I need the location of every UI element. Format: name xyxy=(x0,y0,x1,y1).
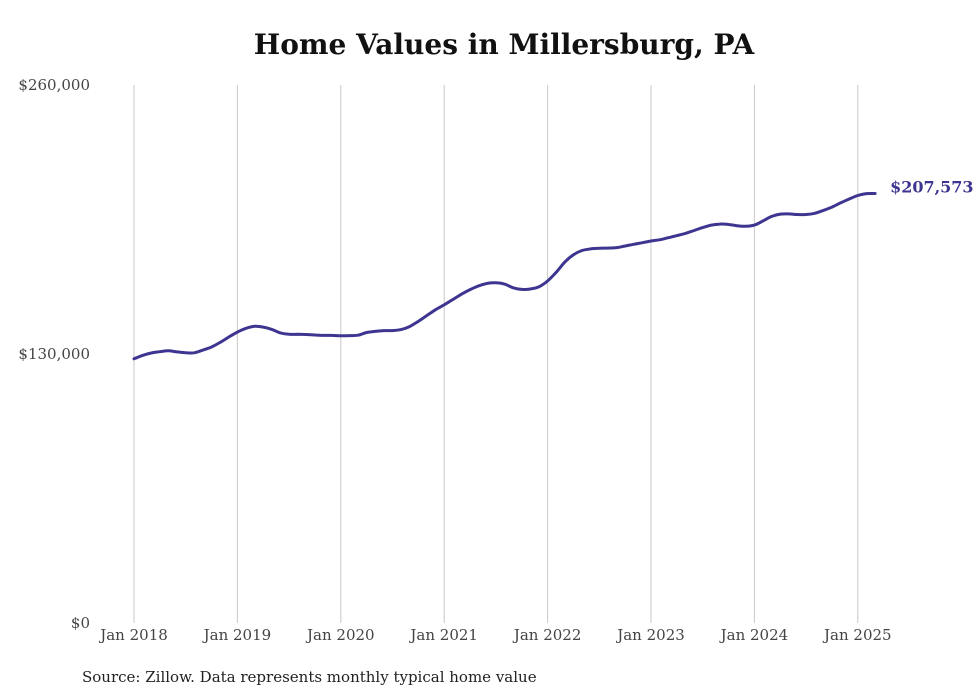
y-axis-ticks: $0 $130,000 $260,000 xyxy=(18,76,90,632)
y-tick-label: $130,000 xyxy=(18,345,90,363)
x-tick-label: Jan 2025 xyxy=(822,626,892,644)
y-tick-label: $260,000 xyxy=(18,76,90,94)
latest-value-label: $207,573 xyxy=(890,177,974,196)
x-tick-label: Jan 2018 xyxy=(98,626,168,644)
gridlines xyxy=(133,85,859,623)
x-tick-label: Jan 2020 xyxy=(305,626,375,644)
x-tick-label: Jan 2022 xyxy=(512,626,582,644)
x-tick-label: Jan 2019 xyxy=(202,626,272,644)
x-tick-label: Jan 2023 xyxy=(615,626,685,644)
y-tick-label: $0 xyxy=(71,614,90,632)
source-note: Source: Zillow. Data represents monthly … xyxy=(82,668,537,686)
x-tick-label: Jan 2021 xyxy=(408,626,478,644)
home-value-line xyxy=(132,191,877,361)
x-axis-ticks: Jan 2018 Jan 2019 Jan 2020 Jan 2021 Jan 2022… xyxy=(98,626,891,644)
x-tick-label: Jan 2024 xyxy=(719,626,789,644)
chart-title: Home Values in Millersburg, PA xyxy=(253,28,755,61)
